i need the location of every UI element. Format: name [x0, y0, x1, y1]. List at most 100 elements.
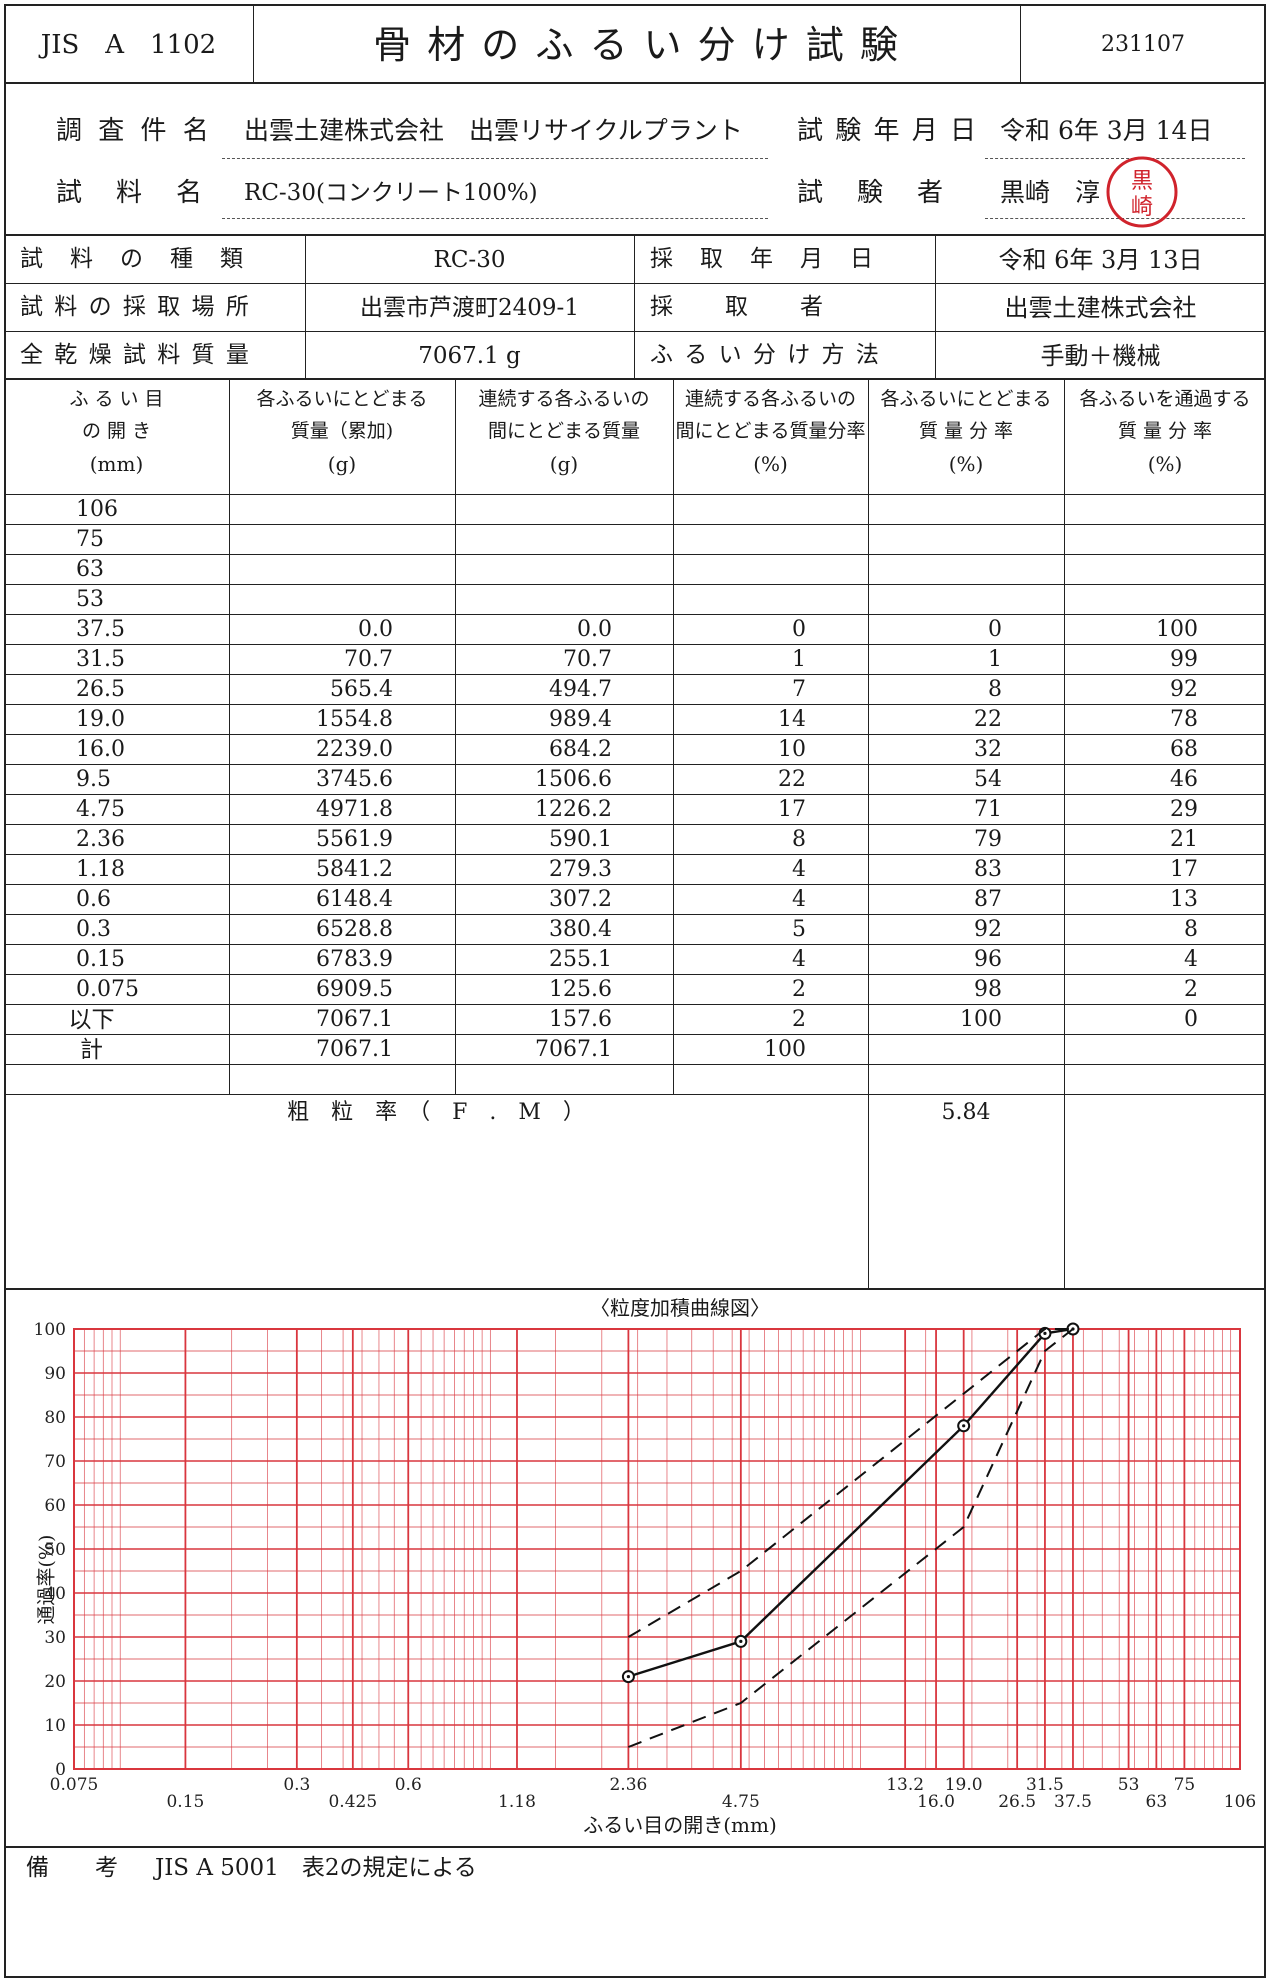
sampling-place-label: 試 料 の 採 取 場 所: [20, 294, 251, 320]
survey-label: 調 査 件 名: [56, 116, 213, 146]
row-divider: [4, 854, 1266, 855]
table-cell: 2: [792, 1007, 806, 1032]
chart-y-label: 通過率(%): [35, 1534, 58, 1625]
x-tick-label: 0.15: [166, 1792, 204, 1812]
sample-type-label: 試 料 の 種 類: [20, 246, 245, 272]
row-divider: [4, 554, 1266, 555]
y-tick-label: 10: [44, 1716, 66, 1736]
column-divider: [673, 378, 674, 1094]
column-divider: [868, 378, 869, 1094]
table-cell: 8: [988, 677, 1002, 702]
row-divider: [4, 974, 1266, 975]
table-cell: 1226.2: [535, 797, 612, 822]
column-divider: [455, 378, 456, 1094]
table-cell: 2: [792, 977, 806, 1002]
page-title: 骨 材 の ふ る い 分 け 試 験: [373, 23, 900, 67]
row-divider: [4, 794, 1266, 795]
table-cell: 22: [974, 707, 1002, 732]
column-header-line: 連続する各ふるいの: [478, 388, 650, 410]
column-header-line: ふ る い 目: [69, 388, 164, 410]
x-tick-label: 0.3: [283, 1775, 310, 1795]
row-divider: [4, 914, 1266, 915]
table-cell: 7: [792, 677, 806, 702]
chart-x-label: ふるい目の開き(mm): [583, 1813, 777, 1837]
tester-label: 試 験 者: [797, 178, 948, 208]
row-divider: [4, 1064, 1266, 1065]
column-header-line: (%): [948, 452, 984, 476]
dry-mass-value: 7067.1 g: [418, 343, 521, 369]
table-cell: 21: [1170, 827, 1198, 852]
y-tick-label: 30: [44, 1628, 66, 1648]
column-divider: [229, 378, 230, 1094]
x-tick-label: 2.36: [609, 1775, 647, 1795]
table-cell: 1: [792, 647, 806, 672]
table-cell: 29: [1170, 797, 1198, 822]
table-cell: 10: [778, 737, 806, 762]
fineness-modulus-value: 5.84: [941, 1100, 991, 1125]
x-tick-label: 63: [1146, 1792, 1168, 1812]
table-cell: 565.4: [330, 677, 393, 702]
table-cell: 99: [1170, 647, 1198, 672]
table-cell: 4: [792, 887, 806, 912]
table-cell: 7067.1: [316, 1037, 393, 1062]
table-cell: 157.6: [549, 1007, 612, 1032]
sample-type-value: RC-30: [433, 247, 506, 273]
x-tick-label: 1.18: [498, 1792, 536, 1812]
table-cell: 684.2: [549, 737, 612, 762]
x-tick-label: 0.6: [395, 1775, 422, 1795]
data-point-dot: [962, 1424, 966, 1428]
column-header-line: 各ふるいを通過する: [1079, 388, 1251, 410]
header-divider: [4, 494, 1266, 495]
column-header-line: の 開 き: [81, 420, 152, 442]
column-divider: [868, 1094, 869, 1290]
table-cell: 100: [1156, 617, 1198, 642]
table-cell: 70.7: [563, 647, 612, 672]
column-header-line: 連続する各ふるいの: [684, 388, 856, 410]
row-divider: [4, 1034, 1266, 1035]
table-cell: 106: [76, 497, 118, 522]
sampler-value: 出雲土建株式会社: [1004, 294, 1197, 322]
y-tick-label: 100: [34, 1320, 66, 1340]
svg-text:黒: 黒: [1131, 169, 1153, 194]
column-header-line: 間にとどまる質量: [487, 420, 640, 442]
column-header-line: 間にとどまる質量分率: [675, 420, 866, 442]
data-point-dot: [739, 1639, 743, 1643]
survey-value: 出雲土建株式会社 出雲リサイクルプラント: [244, 116, 743, 145]
y-tick-label: 90: [44, 1364, 66, 1384]
table-cell: 0.0: [358, 617, 393, 642]
table-cell: 32: [974, 737, 1002, 762]
table-cell: 4971.8: [316, 797, 393, 822]
table-cell: 22: [778, 767, 806, 792]
row-divider: [4, 644, 1266, 645]
spec-limit-line: [627, 1328, 1073, 1638]
table-cell: 7067.1: [535, 1037, 612, 1062]
column-divider: [1064, 378, 1065, 1094]
x-tick-label: 0.075: [50, 1775, 99, 1795]
table-cell: 0: [792, 617, 806, 642]
sampler-label: 採 取 者: [650, 294, 825, 320]
table-cell: 0.075: [76, 977, 139, 1002]
table-cell: 0.3: [76, 917, 111, 942]
x-tick-label: 75: [1174, 1775, 1196, 1795]
column-header-line: 質量（累加): [290, 420, 394, 442]
standard-code: JIS A 1102: [40, 30, 217, 60]
grading-curve-line: [628, 1327, 1074, 1678]
x-tick-label: 16.0: [917, 1792, 955, 1812]
y-tick-label: 0: [55, 1760, 66, 1780]
table-cell: 307.2: [549, 887, 612, 912]
row-divider: [4, 614, 1266, 615]
grading-curve-chart: 0 10 20 30 40 50 60 70 80 90 100 0.075 0.3 0.6 2.36 13.…: [34, 1320, 1257, 1812]
table-cell: 0: [1184, 1007, 1198, 1032]
table-cell: 5: [792, 917, 806, 942]
row-divider: [4, 584, 1266, 585]
row-divider: [4, 734, 1266, 735]
table-cell: 8: [1184, 917, 1198, 942]
table-cell: 4: [792, 947, 806, 972]
column-divider: [1064, 1094, 1065, 1290]
x-tick-label: 26.5: [998, 1792, 1036, 1812]
table-cell: 63: [76, 557, 104, 582]
row-divider: [4, 1004, 1266, 1005]
svg-text:崎: 崎: [1131, 195, 1153, 220]
table-cell: 6148.4: [316, 887, 393, 912]
x-tick-label: 0.425: [328, 1792, 377, 1812]
